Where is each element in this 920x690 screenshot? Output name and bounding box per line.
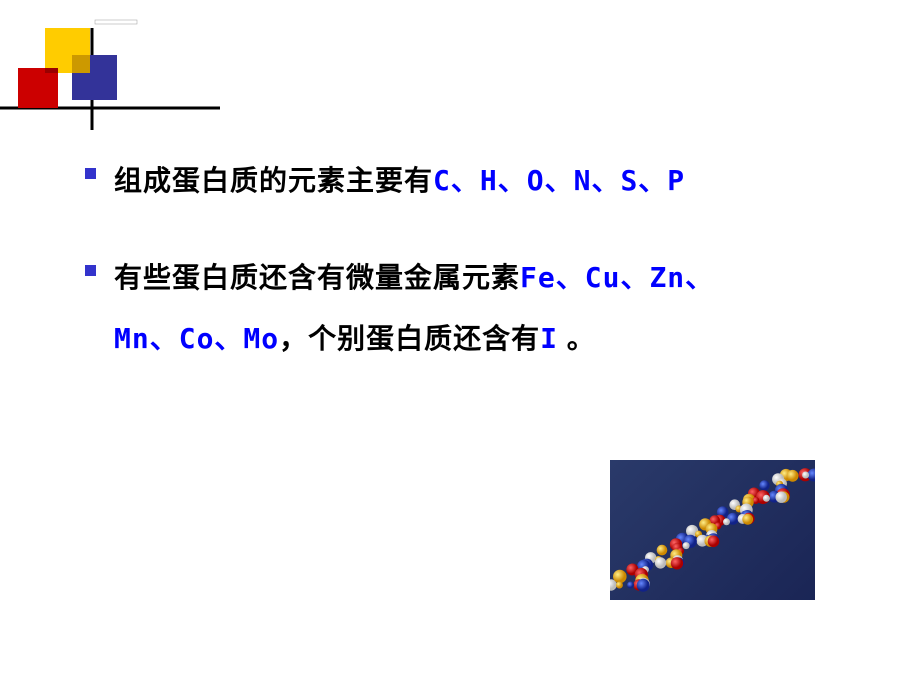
text-suffix: 。 [558,323,596,354]
text-prefix: 组成蛋白质的元素主要有 [114,165,433,196]
text-highlight: Mn、Co、Mo [114,322,279,355]
slide-decoration [0,0,220,130]
bullet-text-2-line2: Mn、Co、Mo，个别蛋白质还含有I 。 [114,308,860,370]
bullet-marker [85,265,96,276]
bullet-item-2: 有些蛋白质还含有微量金属元素Fe、Cu、Zn、 [85,247,860,309]
text-highlight: Fe、Cu、Zn、 [520,261,714,294]
text-highlight: C、H、O、N、S、P [433,164,685,197]
bullet-text-1: 组成蛋白质的元素主要有C、H、O、N、S、P [114,150,685,212]
bullet-item-1: 组成蛋白质的元素主要有C、H、O、N、S、P [85,150,860,212]
text-highlight: I [540,322,558,355]
bullet-marker [85,168,96,179]
text-mid: ，个别蛋白质还含有 [279,323,540,354]
molecule-image [610,460,815,600]
text-prefix: 有些蛋白质还含有微量金属元素 [114,262,520,293]
slide-content: 组成蛋白质的元素主要有C、H、O、N、S、P 有些蛋白质还含有微量金属元素Fe、… [85,150,860,370]
bullet-text-2: 有些蛋白质还含有微量金属元素Fe、Cu、Zn、 [114,247,714,309]
